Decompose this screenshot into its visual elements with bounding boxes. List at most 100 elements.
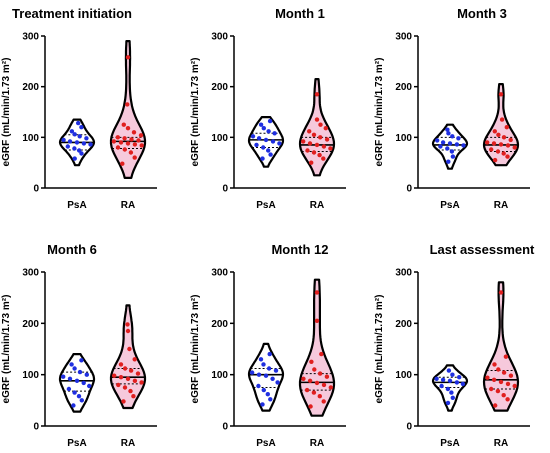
y-tick-label: 300 (395, 268, 412, 279)
data-point (314, 117, 320, 122)
data-point (314, 92, 320, 97)
data-point (125, 126, 131, 131)
data-point (457, 375, 462, 380)
y-tick-label: 100 (22, 133, 39, 144)
data-point (118, 375, 124, 380)
data-point (508, 373, 514, 378)
data-point (65, 144, 71, 149)
chart-panel-0: Treatment initiation eGRF (mL/min/1.73 m²… (1, 6, 157, 211)
data-point (503, 354, 509, 359)
data-point (446, 368, 452, 373)
data-point (72, 390, 77, 395)
data-point (261, 387, 266, 393)
data-point (132, 357, 137, 362)
data-point (311, 390, 317, 395)
data-point (447, 141, 453, 146)
data-point (307, 129, 312, 134)
data-point (120, 161, 125, 166)
y-tick-label: 200 (211, 319, 228, 330)
y-tick-label: 200 (211, 82, 228, 93)
data-point (445, 127, 450, 132)
y-axis-label: eGRF (mL/min/1.73 m²) (1, 295, 12, 404)
chart-panel-2: Month 3 eGRF (mL/min/1.73 m²) 0 100 200 300 Ps… (374, 6, 530, 211)
y-tick-label: 200 (22, 319, 39, 330)
data-point (81, 141, 87, 146)
data-point (495, 388, 501, 394)
data-point (456, 136, 461, 141)
data-point (321, 399, 326, 404)
panel-title: Last assessment (430, 242, 535, 257)
data-point (496, 132, 501, 137)
violin-PsA (431, 123, 469, 170)
data-point (260, 156, 265, 161)
data-point (491, 141, 497, 146)
data-point (122, 366, 128, 371)
data-point (445, 400, 451, 406)
y-tick-label: 200 (395, 82, 412, 93)
data-point (266, 129, 271, 134)
data-point (118, 140, 124, 145)
data-point (72, 146, 77, 151)
data-point (440, 140, 446, 145)
data-point (261, 126, 266, 131)
y-tick-label: 300 (22, 268, 39, 279)
data-point (139, 143, 144, 148)
y-tick-label: 200 (395, 319, 412, 330)
data-point (508, 137, 513, 143)
data-point (501, 393, 506, 398)
data-point (266, 148, 271, 153)
data-point (317, 152, 322, 158)
data-point (317, 371, 323, 376)
data-point (304, 387, 310, 393)
data-point (309, 160, 314, 165)
x-category-label: PsA (440, 438, 459, 448)
chart-panel-4: Month 12 eGRF (mL/min/1.73 m²) 0 100 200 300 P… (190, 242, 346, 449)
data-point (312, 367, 317, 372)
data-point (439, 383, 444, 389)
data-point (317, 394, 322, 399)
data-point (501, 370, 507, 375)
y-tick-label: 100 (395, 370, 412, 381)
data-point (498, 379, 504, 385)
data-point (308, 404, 313, 409)
data-point (498, 92, 504, 97)
data-point (460, 381, 466, 387)
data-point (501, 151, 506, 156)
data-point (263, 373, 269, 378)
chart-panel-1: Month 1 eGRF (mL/min/1.73 m²) 0 100 200 300 Ps… (190, 6, 346, 211)
data-point (454, 142, 460, 147)
data-point (267, 118, 273, 124)
panel-title: Treatment initiation (12, 6, 132, 21)
data-point (461, 143, 466, 148)
y-axis-label: eGRF (mL/min/1.73 m²) (190, 295, 201, 404)
data-point (258, 357, 264, 362)
data-point (125, 376, 131, 381)
data-point (314, 318, 320, 323)
y-tick-label: 300 (22, 32, 39, 43)
data-point (450, 154, 456, 159)
data-point (309, 359, 314, 364)
data-point (272, 131, 277, 136)
data-point (307, 141, 313, 146)
data-point (492, 157, 498, 163)
y-tick-label: 0 (406, 422, 412, 433)
data-point (79, 151, 84, 156)
data-point (328, 146, 333, 151)
data-point (256, 383, 261, 389)
data-point (132, 155, 137, 160)
y-axis-label: eGRF (mL/min/1.73 m²) (1, 58, 12, 167)
data-point (84, 136, 89, 141)
data-point (125, 141, 131, 146)
data-point (267, 351, 272, 357)
data-point (61, 374, 66, 379)
data-point (489, 386, 494, 392)
data-point (454, 380, 460, 385)
data-point (321, 382, 327, 388)
data-point (125, 55, 131, 60)
data-point (268, 152, 273, 157)
data-point (493, 403, 498, 408)
data-point (121, 399, 126, 404)
data-point (449, 390, 454, 395)
data-point (260, 402, 265, 407)
data-point (270, 139, 276, 144)
